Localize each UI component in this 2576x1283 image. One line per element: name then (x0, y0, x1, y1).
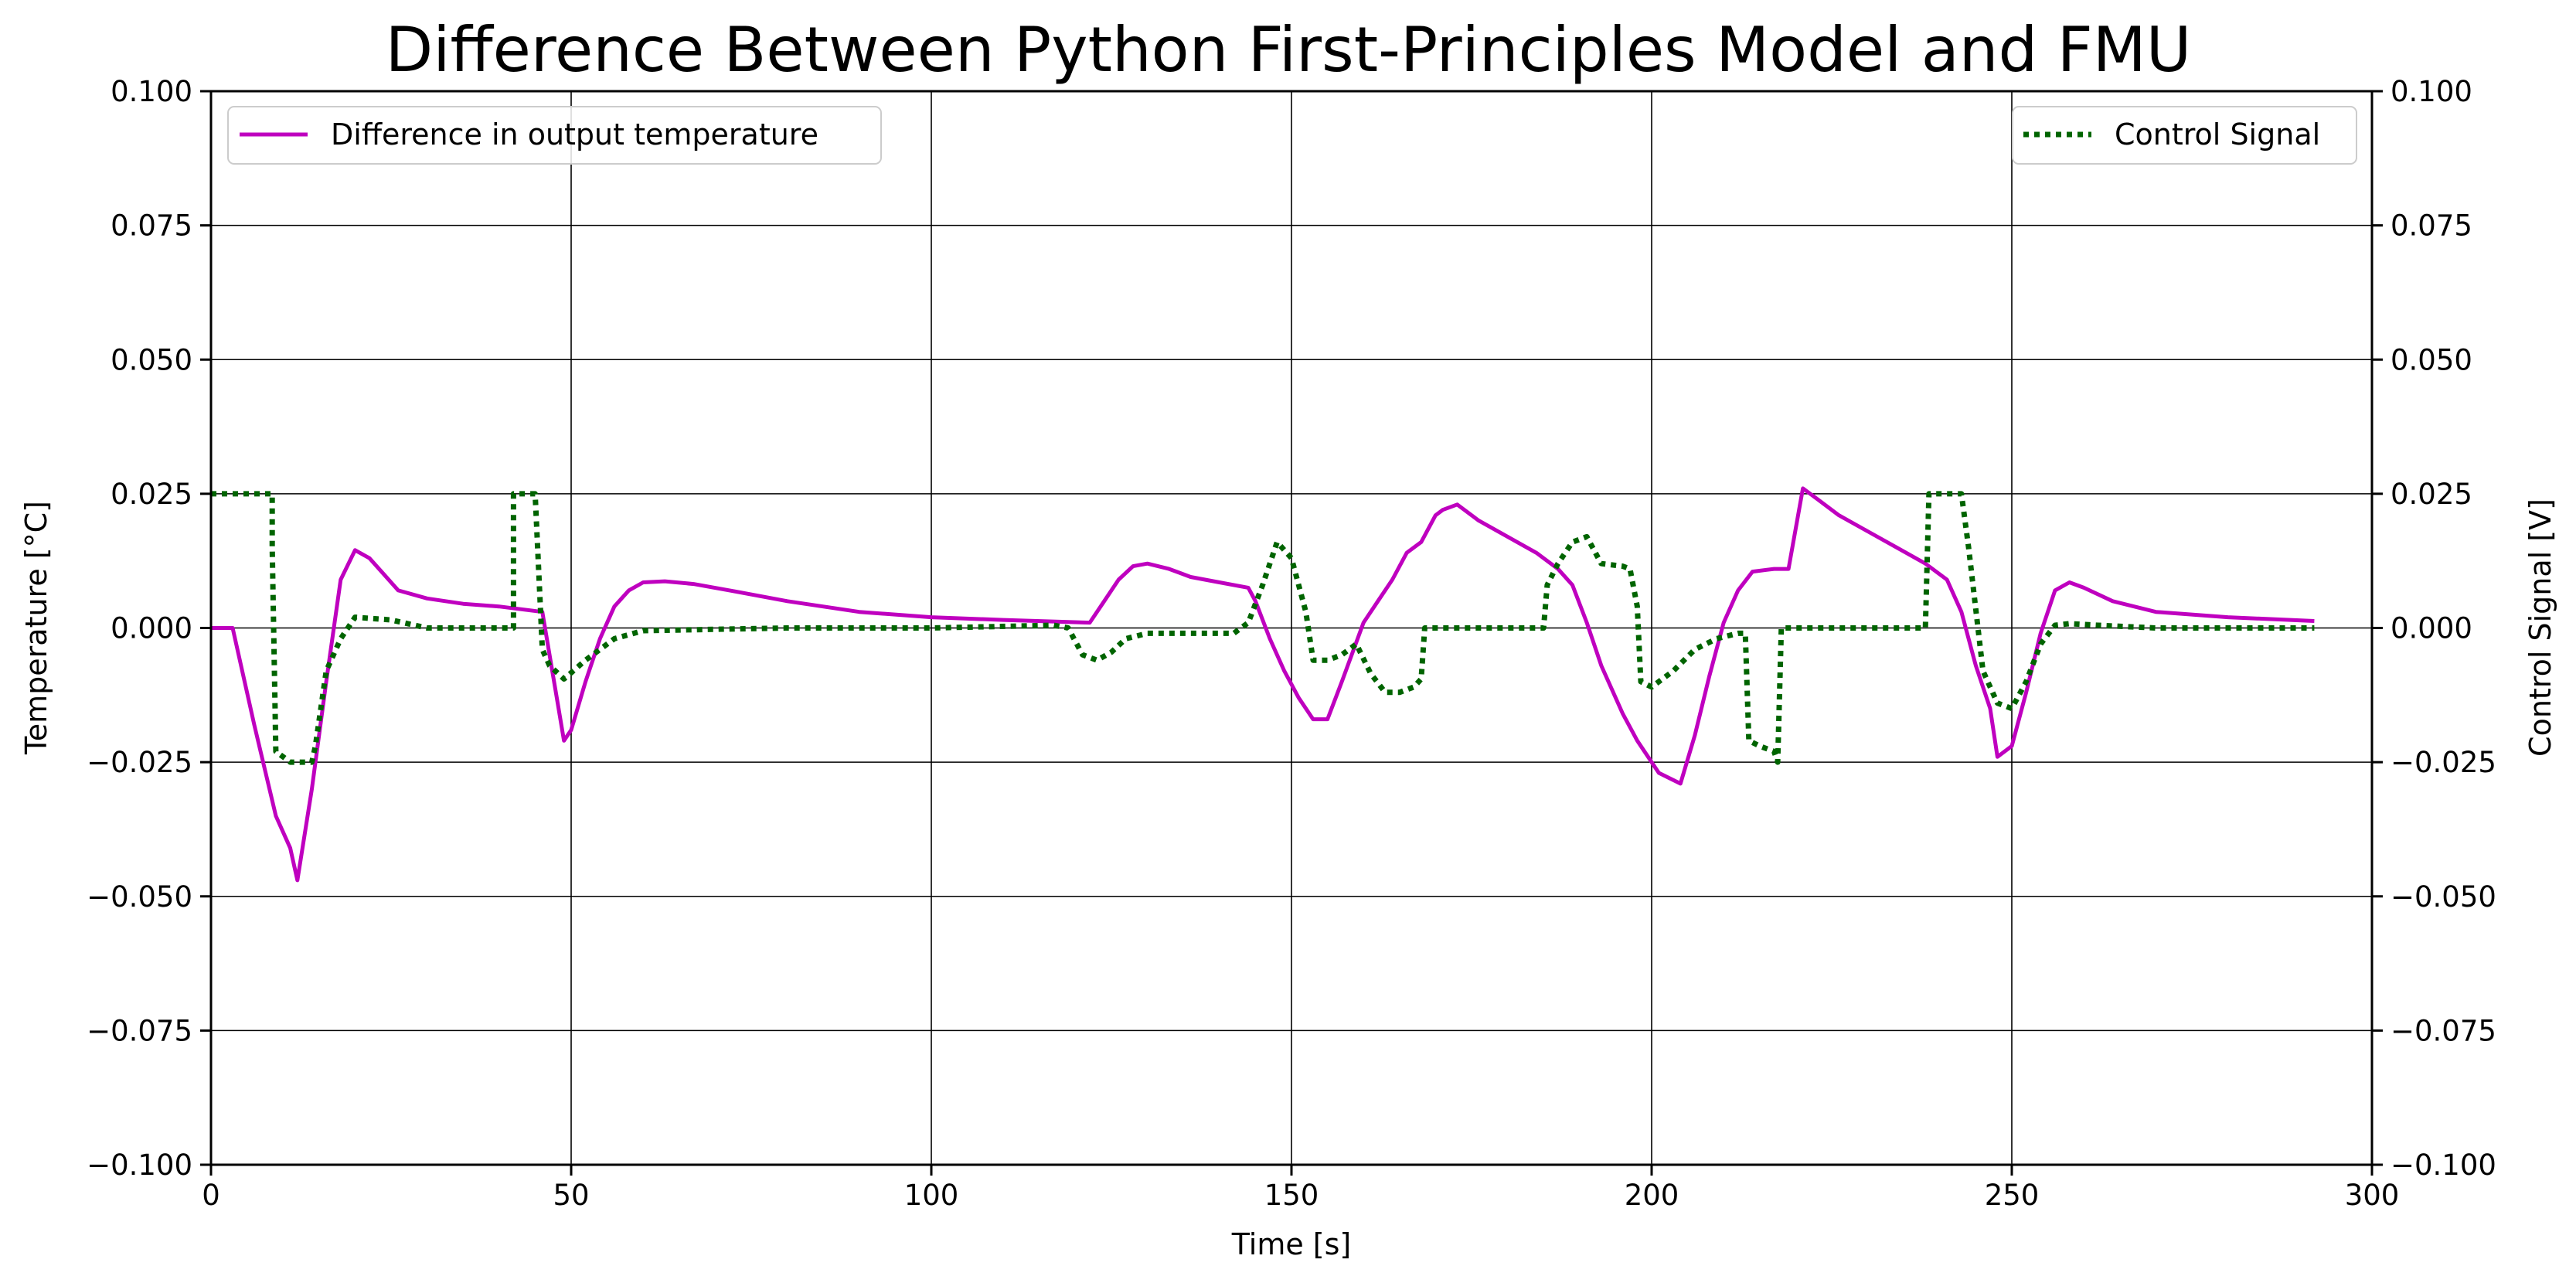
y-tick-label-right: 0.050 (2391, 343, 2472, 376)
series-line-control-signal (211, 491, 2315, 765)
y-tick-label-right: 0.100 (2391, 75, 2472, 108)
grid-lines (210, 90, 2373, 1166)
y-tick-label-right: −0.025 (2391, 746, 2496, 779)
x-tick-label: 0 (202, 1179, 220, 1212)
y-axis-label-left: Temperature [°C] (19, 501, 53, 755)
legend-right-box (2012, 106, 2357, 165)
x-tick-label: 50 (553, 1179, 589, 1212)
series-layer (211, 486, 2315, 883)
legend-left-label: Difference in output temperature (331, 117, 818, 151)
x-axis-label: Time [s] (1231, 1227, 1352, 1261)
y-tick-label-right: −0.075 (2391, 1014, 2496, 1047)
y-tick-label-left: 0.000 (111, 612, 192, 645)
x-tick-label: 300 (2345, 1179, 2400, 1212)
legend-left: Difference in output temperature (227, 106, 882, 165)
x-tick-label: 200 (1625, 1179, 1679, 1212)
y-tick-label-left: 0.025 (111, 478, 192, 511)
y-tick-label-right: 0.075 (2391, 209, 2472, 243)
x-tick-label: 250 (1985, 1179, 2040, 1212)
legend-right: Control Signal (2012, 106, 2357, 165)
legend-left-box (227, 106, 882, 165)
y-tick-label-left: −0.050 (87, 880, 192, 914)
legend-right-label: Control Signal (2115, 117, 2320, 151)
y-tick-label-right: 0.000 (2391, 612, 2472, 645)
x-tick-label: 150 (1264, 1179, 1319, 1212)
series-line-temperature-difference (211, 486, 2315, 883)
y-tick-label-right: −0.050 (2391, 880, 2496, 914)
y-tick-label-left: −0.075 (87, 1014, 192, 1047)
y-tick-label-right: −0.100 (2391, 1149, 2496, 1182)
tick-marks: 0 50 100 150 200 250 300−0.100 −0.100−0.075 −0.0… (87, 75, 2496, 1212)
y-tick-label-right: 0.025 (2391, 478, 2472, 511)
x-tick-label: 100 (904, 1179, 959, 1212)
y-tick-label-left: 0.100 (111, 75, 192, 108)
y-tick-label-left: −0.100 (87, 1149, 192, 1182)
y-tick-label-left: 0.075 (111, 209, 192, 243)
chart-title: Difference Between Python First-Principl… (386, 14, 2192, 86)
y-axis-label-right: Control Signal [V] (2523, 499, 2557, 757)
y-tick-label-left: −0.025 (87, 746, 192, 779)
y-tick-label-left: 0.050 (111, 343, 192, 376)
